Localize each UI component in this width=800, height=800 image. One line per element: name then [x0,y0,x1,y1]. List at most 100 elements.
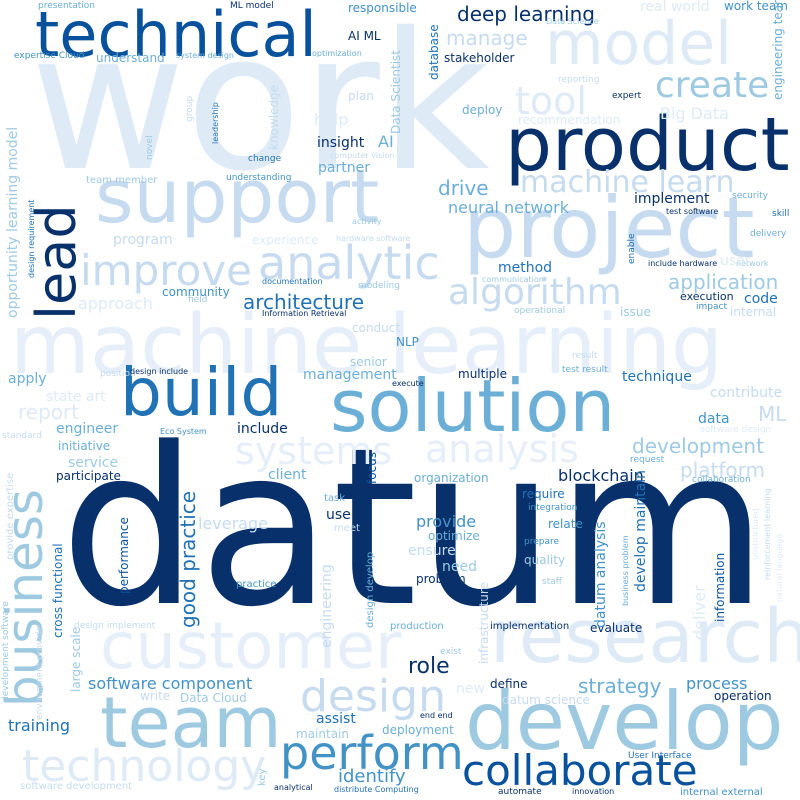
word-communication: communication [482,275,544,284]
word-software-component: software component [88,674,253,693]
word-assist: assist [316,711,356,727]
word-deploy: deploy [462,103,503,117]
word-project: project [463,179,755,277]
word-quality: quality [524,553,566,567]
word-provide: provide [416,512,477,531]
word-conduct: conduct [352,321,401,335]
word-security: security [732,191,768,201]
word-research: research [490,594,800,680]
word-application: application [668,270,779,294]
word-insight: insight [317,135,365,151]
word-hardware-software: hardware software [336,234,411,243]
word-blockchain: blockchain [558,466,644,485]
word-data: data [698,411,730,427]
word-skill: skill [772,209,790,219]
word-model: model [545,9,732,79]
word-operation: operation [714,689,772,703]
word-result: result [572,351,598,361]
word-documentation: documentation [262,277,323,286]
word-design-include: design include [130,367,189,376]
word-deep-learning: deep learning [457,2,595,26]
word-internal-external: internal external [680,787,763,798]
word-maintain: maintain [296,727,349,741]
word-environment-provide: environment provide [35,626,45,720]
word-work: work [30,0,490,213]
word-identify: identify [338,766,406,787]
word-team-member: team member [86,175,158,186]
word-key: key [257,768,268,786]
word-state-art: state art [46,389,106,405]
word-internal: internal [730,305,777,319]
word-process: process [686,674,748,693]
word-participate: participate [56,469,121,483]
word-apply: apply [8,371,47,387]
word-engineering-team: engineering team [771,0,785,100]
word-ml-model: ML model [230,1,274,11]
word-include: include [237,421,288,437]
word-training: training [8,716,70,735]
word-improve: improve [80,246,252,295]
word-delivery: delivery [750,229,787,239]
word-include-hardware: include hardware [648,259,718,268]
word-analytical: analytical [274,783,313,792]
word-infrastructure: infrastructure [477,582,491,664]
word-business-problem: business problem [621,535,630,606]
word-systems: systems [235,429,393,473]
word-eco-system: Eco System [160,427,207,436]
word-technique: technique [622,369,692,385]
word-meet: meet [334,523,360,534]
word-ensure: ensure [408,543,456,559]
word-technical: technical [35,0,317,71]
word-standard: standard [2,431,42,441]
word-develop-maintain: develop maintain [633,469,649,592]
word-development-software: development software [1,601,11,702]
word-tool: tool [515,79,587,123]
word-work-team: work team [724,0,788,13]
word-client: client [268,467,307,483]
word-distribute-computing: distribute Computing [334,785,419,794]
word-deployment: deployment [382,723,454,737]
word-cross-functional: cross functional [51,543,65,638]
word-data-scientist: Data Scientist [389,50,403,134]
word-leverage: leverage [198,514,268,533]
word-information: information [713,552,727,622]
word-engineer: engineer [56,421,119,437]
word-innovation: innovation [572,787,615,796]
word-ml: ML [758,402,787,426]
word-collaborate: collaborate [462,746,698,795]
word-use: use [326,507,351,523]
word-network: network [736,259,769,268]
word-datum-science: datum science [502,693,590,707]
word-computer-vision: computer vision [330,151,395,160]
word-automate: automate [498,787,542,797]
word-help: help [314,110,349,129]
word-write: write [140,689,171,703]
word-implement: implement [634,191,710,207]
word-team: team [100,682,282,764]
word-design: design [300,671,446,722]
word-approach: approach [78,294,153,313]
word-integration: integration [528,503,578,513]
word-responsible: responsible [348,1,417,15]
word-analysis: analysis [425,427,579,471]
word-test-result: test result [562,365,608,375]
word-focus: focus [365,451,379,484]
word-real-world: real world [640,0,710,15]
word-understand: understand [96,51,165,65]
word-modeling: modeling [358,281,400,291]
word-prepare: prepare [524,537,560,547]
word-machine-learn: machine learn [520,165,735,200]
word-create: create [655,65,770,106]
word-end-end: end end [420,711,453,720]
word-enable: enable [627,233,637,264]
word-organization: organization [414,471,489,485]
word-task: task [324,493,346,504]
word-analytic: analytic [258,236,440,290]
word-contribute: contribute [710,385,783,401]
word-datum: datum [60,402,768,655]
word-expertise-cloud: expertise Cloud [14,51,85,61]
word-datum-analysis: datum analysis [593,521,609,628]
word-stakeholder: stakeholder [444,51,515,65]
word-require: require [522,487,565,501]
word-nlp: NLP [396,335,419,349]
